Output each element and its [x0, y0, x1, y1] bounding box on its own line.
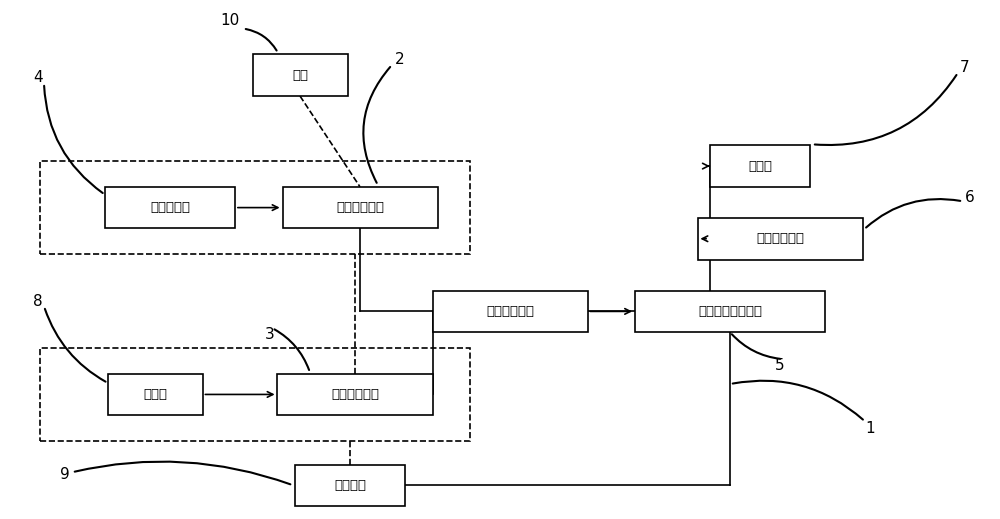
FancyBboxPatch shape [432, 291, 588, 332]
FancyBboxPatch shape [105, 187, 235, 228]
Text: 1: 1 [865, 421, 875, 435]
FancyBboxPatch shape [710, 145, 810, 187]
Text: 6: 6 [965, 190, 975, 204]
FancyBboxPatch shape [277, 374, 432, 415]
Text: 激光测距模块: 激光测距模块 [336, 201, 384, 214]
Text: 电子信号控制开关: 电子信号控制开关 [698, 305, 762, 318]
Text: 重力测量模块: 重力测量模块 [331, 388, 379, 401]
Text: 声光报警模块: 声光报警模块 [756, 232, 804, 245]
FancyBboxPatch shape [283, 187, 438, 228]
Text: 行走机构: 行走机构 [334, 479, 366, 492]
Text: 起吊钩: 起吊钩 [143, 388, 167, 401]
Text: 9: 9 [60, 468, 70, 482]
FancyBboxPatch shape [295, 465, 405, 506]
Text: 吊臂: 吊臂 [292, 69, 308, 82]
Text: 7: 7 [960, 60, 970, 75]
Text: 显示屏: 显示屏 [748, 159, 772, 173]
Text: 运算芯片模块: 运算芯片模块 [486, 305, 534, 318]
FancyBboxPatch shape [698, 218, 862, 260]
Text: 5: 5 [775, 359, 785, 373]
Text: 8: 8 [33, 294, 43, 308]
Text: 2: 2 [395, 52, 405, 67]
Text: 3: 3 [265, 327, 275, 342]
Text: 10: 10 [220, 13, 240, 28]
FancyBboxPatch shape [252, 54, 348, 96]
FancyBboxPatch shape [108, 374, 202, 415]
FancyBboxPatch shape [635, 291, 825, 332]
Text: 4: 4 [33, 71, 43, 85]
Text: 测距基准板: 测距基准板 [150, 201, 190, 214]
